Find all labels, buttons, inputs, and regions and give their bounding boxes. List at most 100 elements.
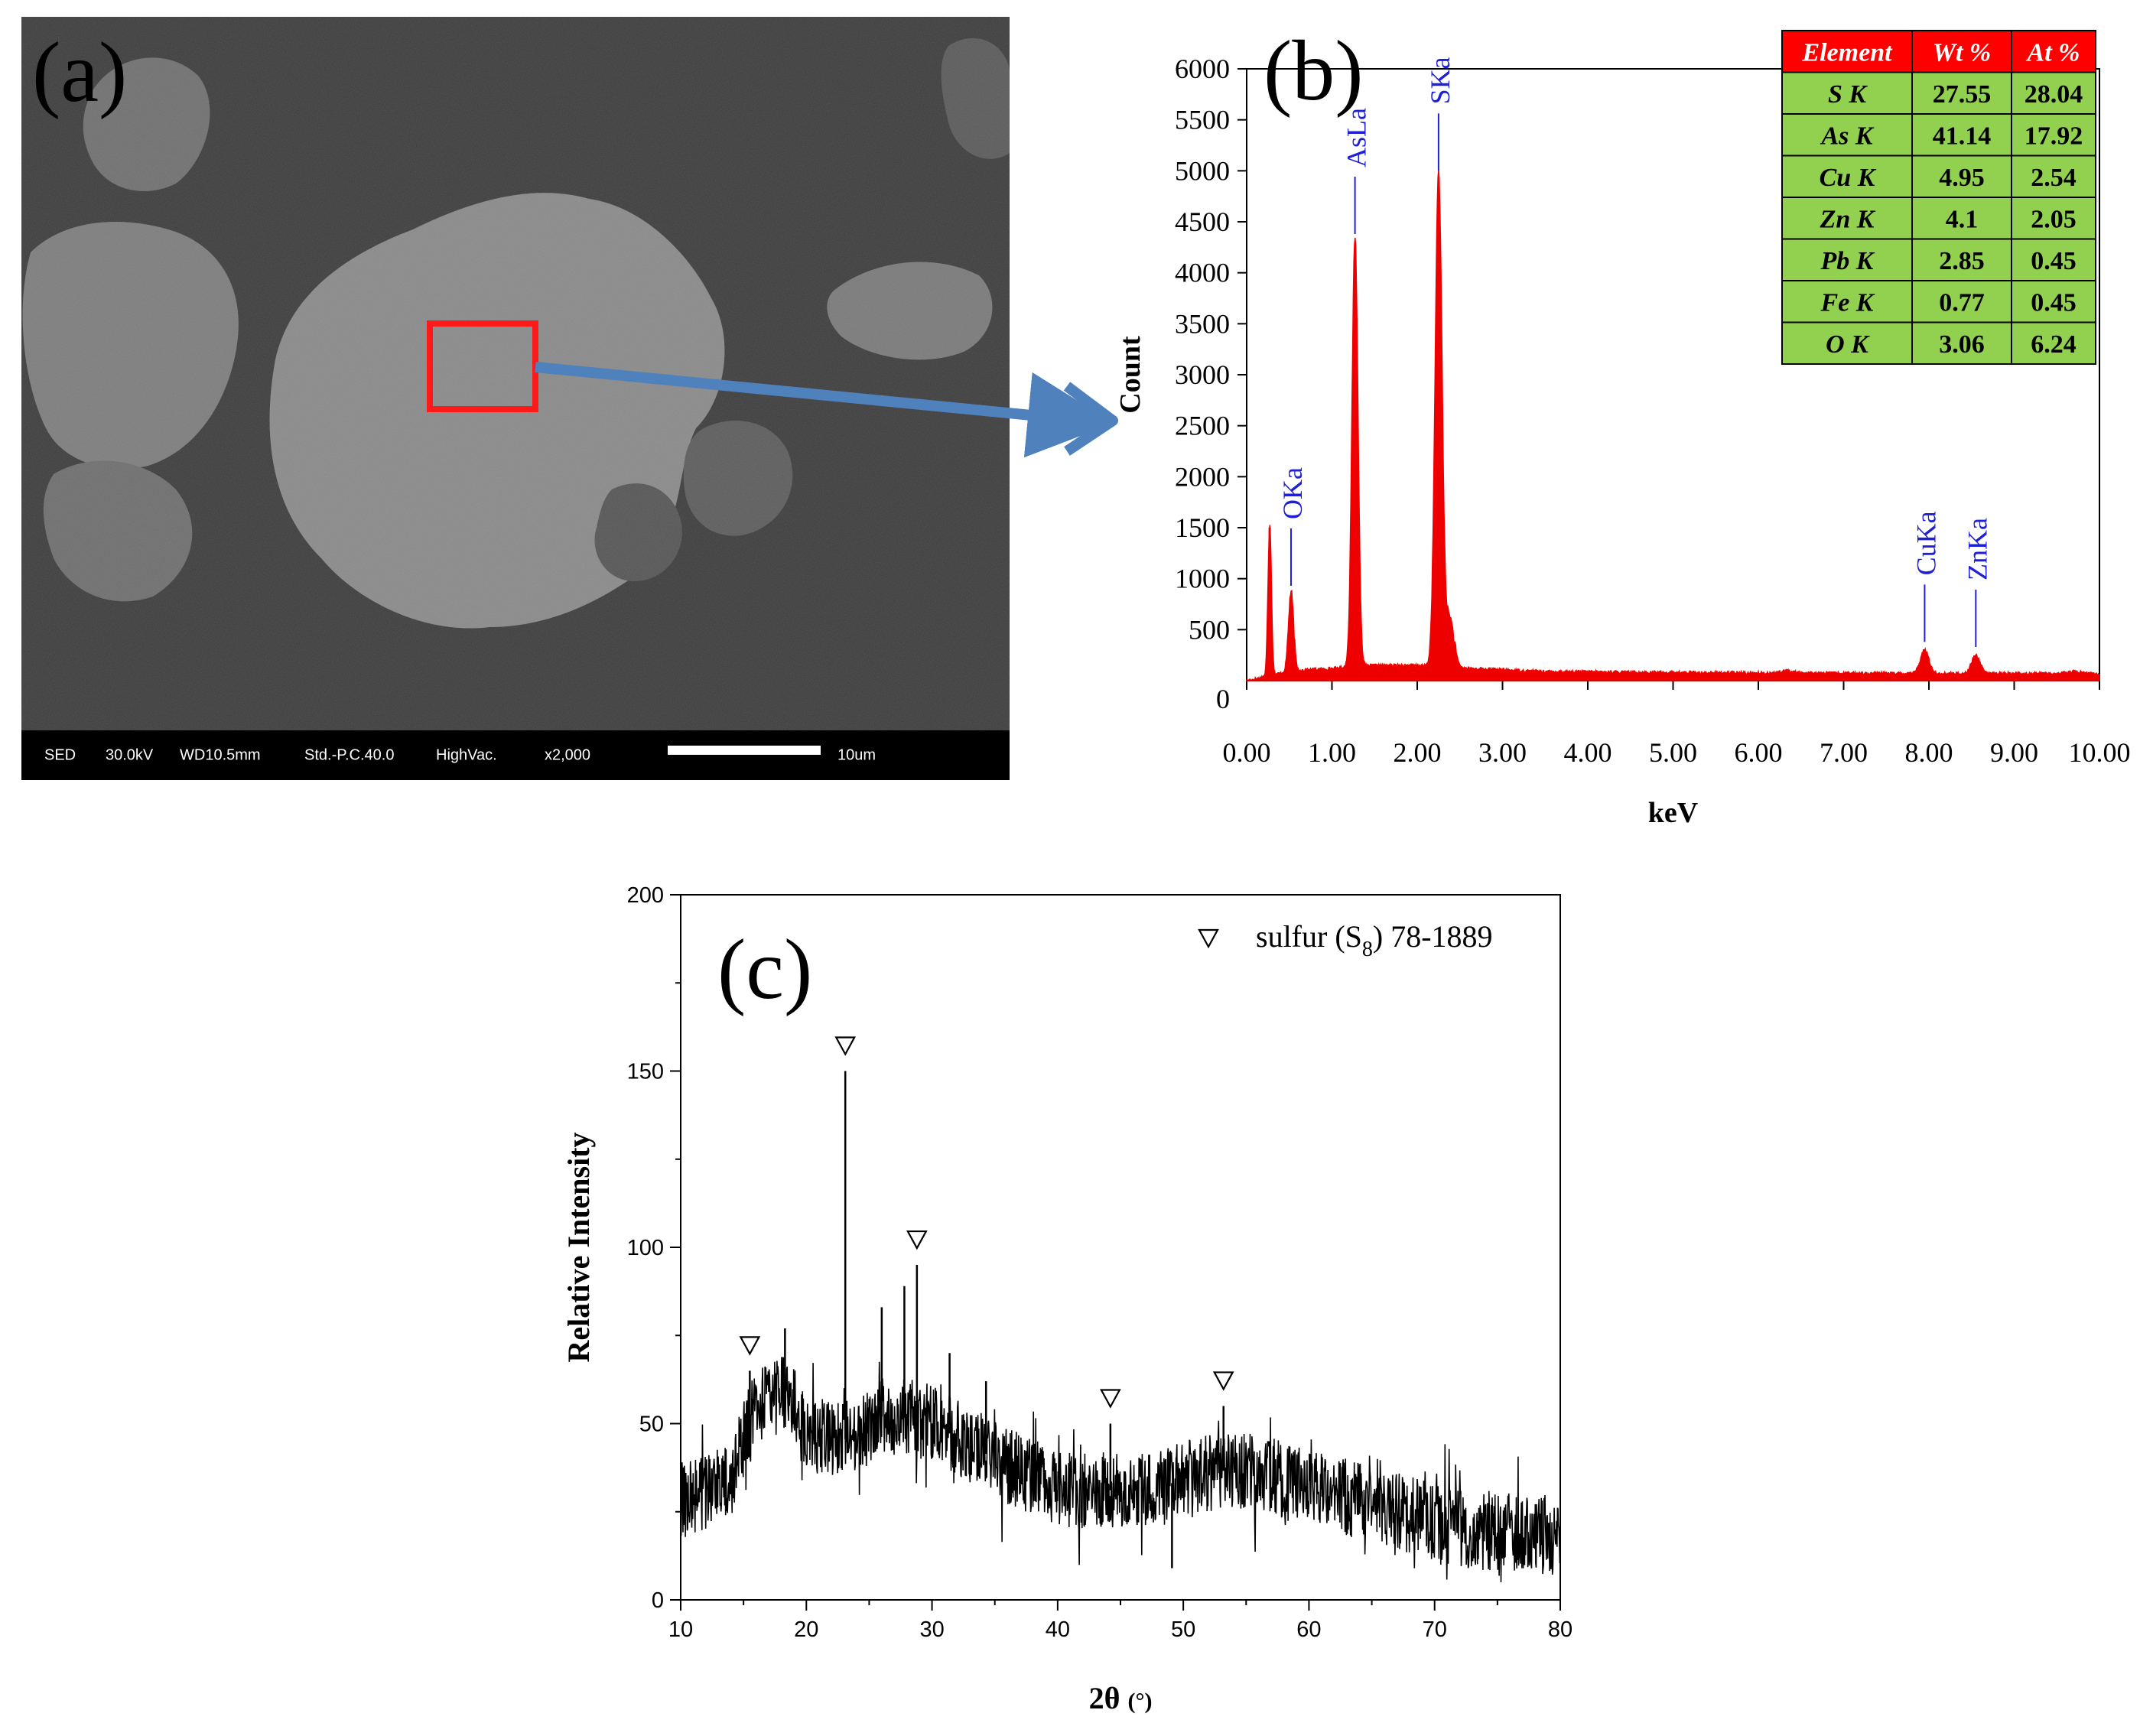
table-cell <box>1781 238 1913 281</box>
eds-x-tick-label: 9.00 <box>1990 737 2038 768</box>
table-cell <box>2011 321 2096 365</box>
eds-y-tick-label: 4000 <box>1175 258 1230 288</box>
table-element-name: Fe K <box>1820 288 1875 317</box>
table-element-name: Zn K <box>1820 205 1876 233</box>
xrd-x-tick-label: 20 <box>794 1617 818 1642</box>
table-header-cell <box>2011 30 2096 73</box>
xrd-trace <box>680 1071 1561 1582</box>
xrd-x-tick-label: 30 <box>919 1617 944 1642</box>
table-cell <box>1911 280 2012 323</box>
xrd-peak-marker <box>906 1230 928 1250</box>
xrd-y-axis-label: Relative Intensity <box>561 1132 596 1362</box>
sem-vacuum: HighVac. <box>436 746 497 763</box>
panel-c-label: (c) <box>717 922 812 1017</box>
eds-peak-label: ZnKa <box>1962 518 1992 580</box>
table-value: 4.95 <box>1939 164 1985 192</box>
xrd-pattern-line <box>680 1357 1561 1582</box>
table-element-name: As K <box>1820 122 1874 150</box>
table-cell <box>1911 238 2012 281</box>
legend-marker-icon <box>1198 928 1219 949</box>
table-element-name: S K <box>1828 80 1868 109</box>
xrd-y-tick-label: 150 <box>627 1060 664 1084</box>
sem-scale-label: 10um <box>837 746 876 763</box>
xrd-peak-marker <box>1212 1371 1234 1391</box>
xrd-y-tick-label: 200 <box>627 883 664 908</box>
eds-x-tick-label: 6.00 <box>1735 737 1783 768</box>
sem-info-bar <box>21 730 1010 780</box>
eds-x-tick-label: 2.00 <box>1394 737 1442 768</box>
eds-y-tick-label: 5000 <box>1175 155 1230 186</box>
sem-info-text: SED 30.0kV WD10.5mm Std.-P.C.40.0 HighVa… <box>44 746 876 763</box>
eds-peak-label: CuKa <box>1911 511 1941 575</box>
element-table: Element Wt % At % S K 27.55 28.04 As K 41.14 17.… <box>1781 30 2096 365</box>
table-header-label: At % <box>2026 38 2080 67</box>
eds-x-tick-label: 0.00 <box>1223 737 1271 768</box>
table-element-name: Pb K <box>1820 247 1875 275</box>
xrd-x-tick-label: 70 <box>1423 1617 1447 1642</box>
xrd-x-tick-label: 10 <box>668 1617 693 1642</box>
xrd-peak-marker <box>1100 1389 1121 1409</box>
eds-y-tick-label: 3000 <box>1175 359 1230 390</box>
eds-peak-label: OKa <box>1277 467 1308 519</box>
eds-y-tick-label: 1000 <box>1175 564 1230 594</box>
table-value: 0.45 <box>2031 288 2077 317</box>
xrd-panel: 0 50 100 150 200 10 20 30 40 50 60 70 80 2θ (°) Relati… <box>561 883 1572 1715</box>
eds-y-tick-label: 2500 <box>1175 411 1230 441</box>
table-element-name: O K <box>1826 330 1870 359</box>
sem-scale-bar <box>668 746 821 755</box>
xrd-legend: sulfur (S8) 78-1889 <box>1198 919 1493 961</box>
eds-y-axis-label: Count <box>1114 336 1146 414</box>
eds-x-tick-label: 4.00 <box>1564 737 1612 768</box>
sem-working-distance: WD10.5mm <box>180 746 261 763</box>
panel-b-label: (b) <box>1264 24 1364 119</box>
eds-y-tick-label: 3500 <box>1175 308 1230 339</box>
sem-std: Std.-P.C.40.0 <box>304 746 394 763</box>
xrd-x-tick-label: 40 <box>1046 1617 1070 1642</box>
pointer-arrowhead <box>1063 382 1118 456</box>
panel-a-label: (a) <box>32 25 127 120</box>
sem-voltage: 30.0kV <box>106 746 154 763</box>
eds-x-tick-label: 5.00 <box>1649 737 1697 768</box>
sem-mode: SED <box>44 746 76 763</box>
table-cell <box>1911 197 2012 240</box>
table-value: 27.55 <box>1933 80 1992 109</box>
eds-panel: 0 500 1000 1500 2000 2500 3000 3500 4000 4500 5000… <box>1114 24 2131 829</box>
table-value: 0.77 <box>1939 288 1985 317</box>
xrd-x-tick-label: 80 <box>1548 1617 1572 1642</box>
eds-x-tick-label: 7.00 <box>1820 737 1868 768</box>
eds-peak-label: AsLa <box>1342 108 1372 167</box>
highlight-box <box>427 320 538 412</box>
table-cell <box>2011 197 2096 240</box>
table-cell <box>1781 197 1913 240</box>
eds-spectrum <box>1245 169 2100 682</box>
eds-spectrum-area <box>1245 169 2100 682</box>
eds-y-tick-label: 4500 <box>1175 206 1230 237</box>
eds-y-tick-label: 6000 <box>1175 54 1230 84</box>
table-value: 6.24 <box>2031 330 2077 359</box>
eds-axes: 0 500 1000 1500 2000 2500 3000 3500 4000 4500 5000… <box>1114 54 2131 829</box>
table-value: 2.85 <box>1939 247 1985 275</box>
table-value: 2.05 <box>2031 205 2077 233</box>
xrd-peak-marker <box>739 1336 761 1356</box>
eds-peak-labels: OKa AsLa SKa CuKa ZnKa <box>1277 57 1992 647</box>
table-value: 2.54 <box>2031 164 2077 192</box>
xrd-x-tick-label: 50 <box>1171 1617 1195 1642</box>
eds-y-tick-label: 5500 <box>1175 105 1230 135</box>
table-value: 17.92 <box>2025 122 2083 150</box>
xrd-y-tick-label: 50 <box>639 1413 664 1437</box>
table-value: 41.14 <box>1933 122 1992 150</box>
table-cell <box>2011 154 2096 198</box>
table-cell <box>1781 280 1913 323</box>
table-element-name: Cu K <box>1820 164 1877 192</box>
sem-magnification: x2,000 <box>545 746 590 763</box>
table-header-label: Element <box>1801 38 1893 67</box>
eds-y-tick-label: 500 <box>1189 614 1230 645</box>
eds-x-tick-label: 8.00 <box>1905 737 1953 768</box>
table-value: 0.45 <box>2031 247 2077 275</box>
table-cell <box>1911 321 2012 365</box>
xrd-axes: 0 50 100 150 200 10 20 30 40 50 60 70 80 2θ (°) Relati… <box>561 883 1572 1715</box>
table-value: 4.1 <box>1946 205 1979 233</box>
eds-y-tick-label: 1500 <box>1175 512 1230 543</box>
xrd-y-tick-label: 0 <box>652 1588 664 1613</box>
